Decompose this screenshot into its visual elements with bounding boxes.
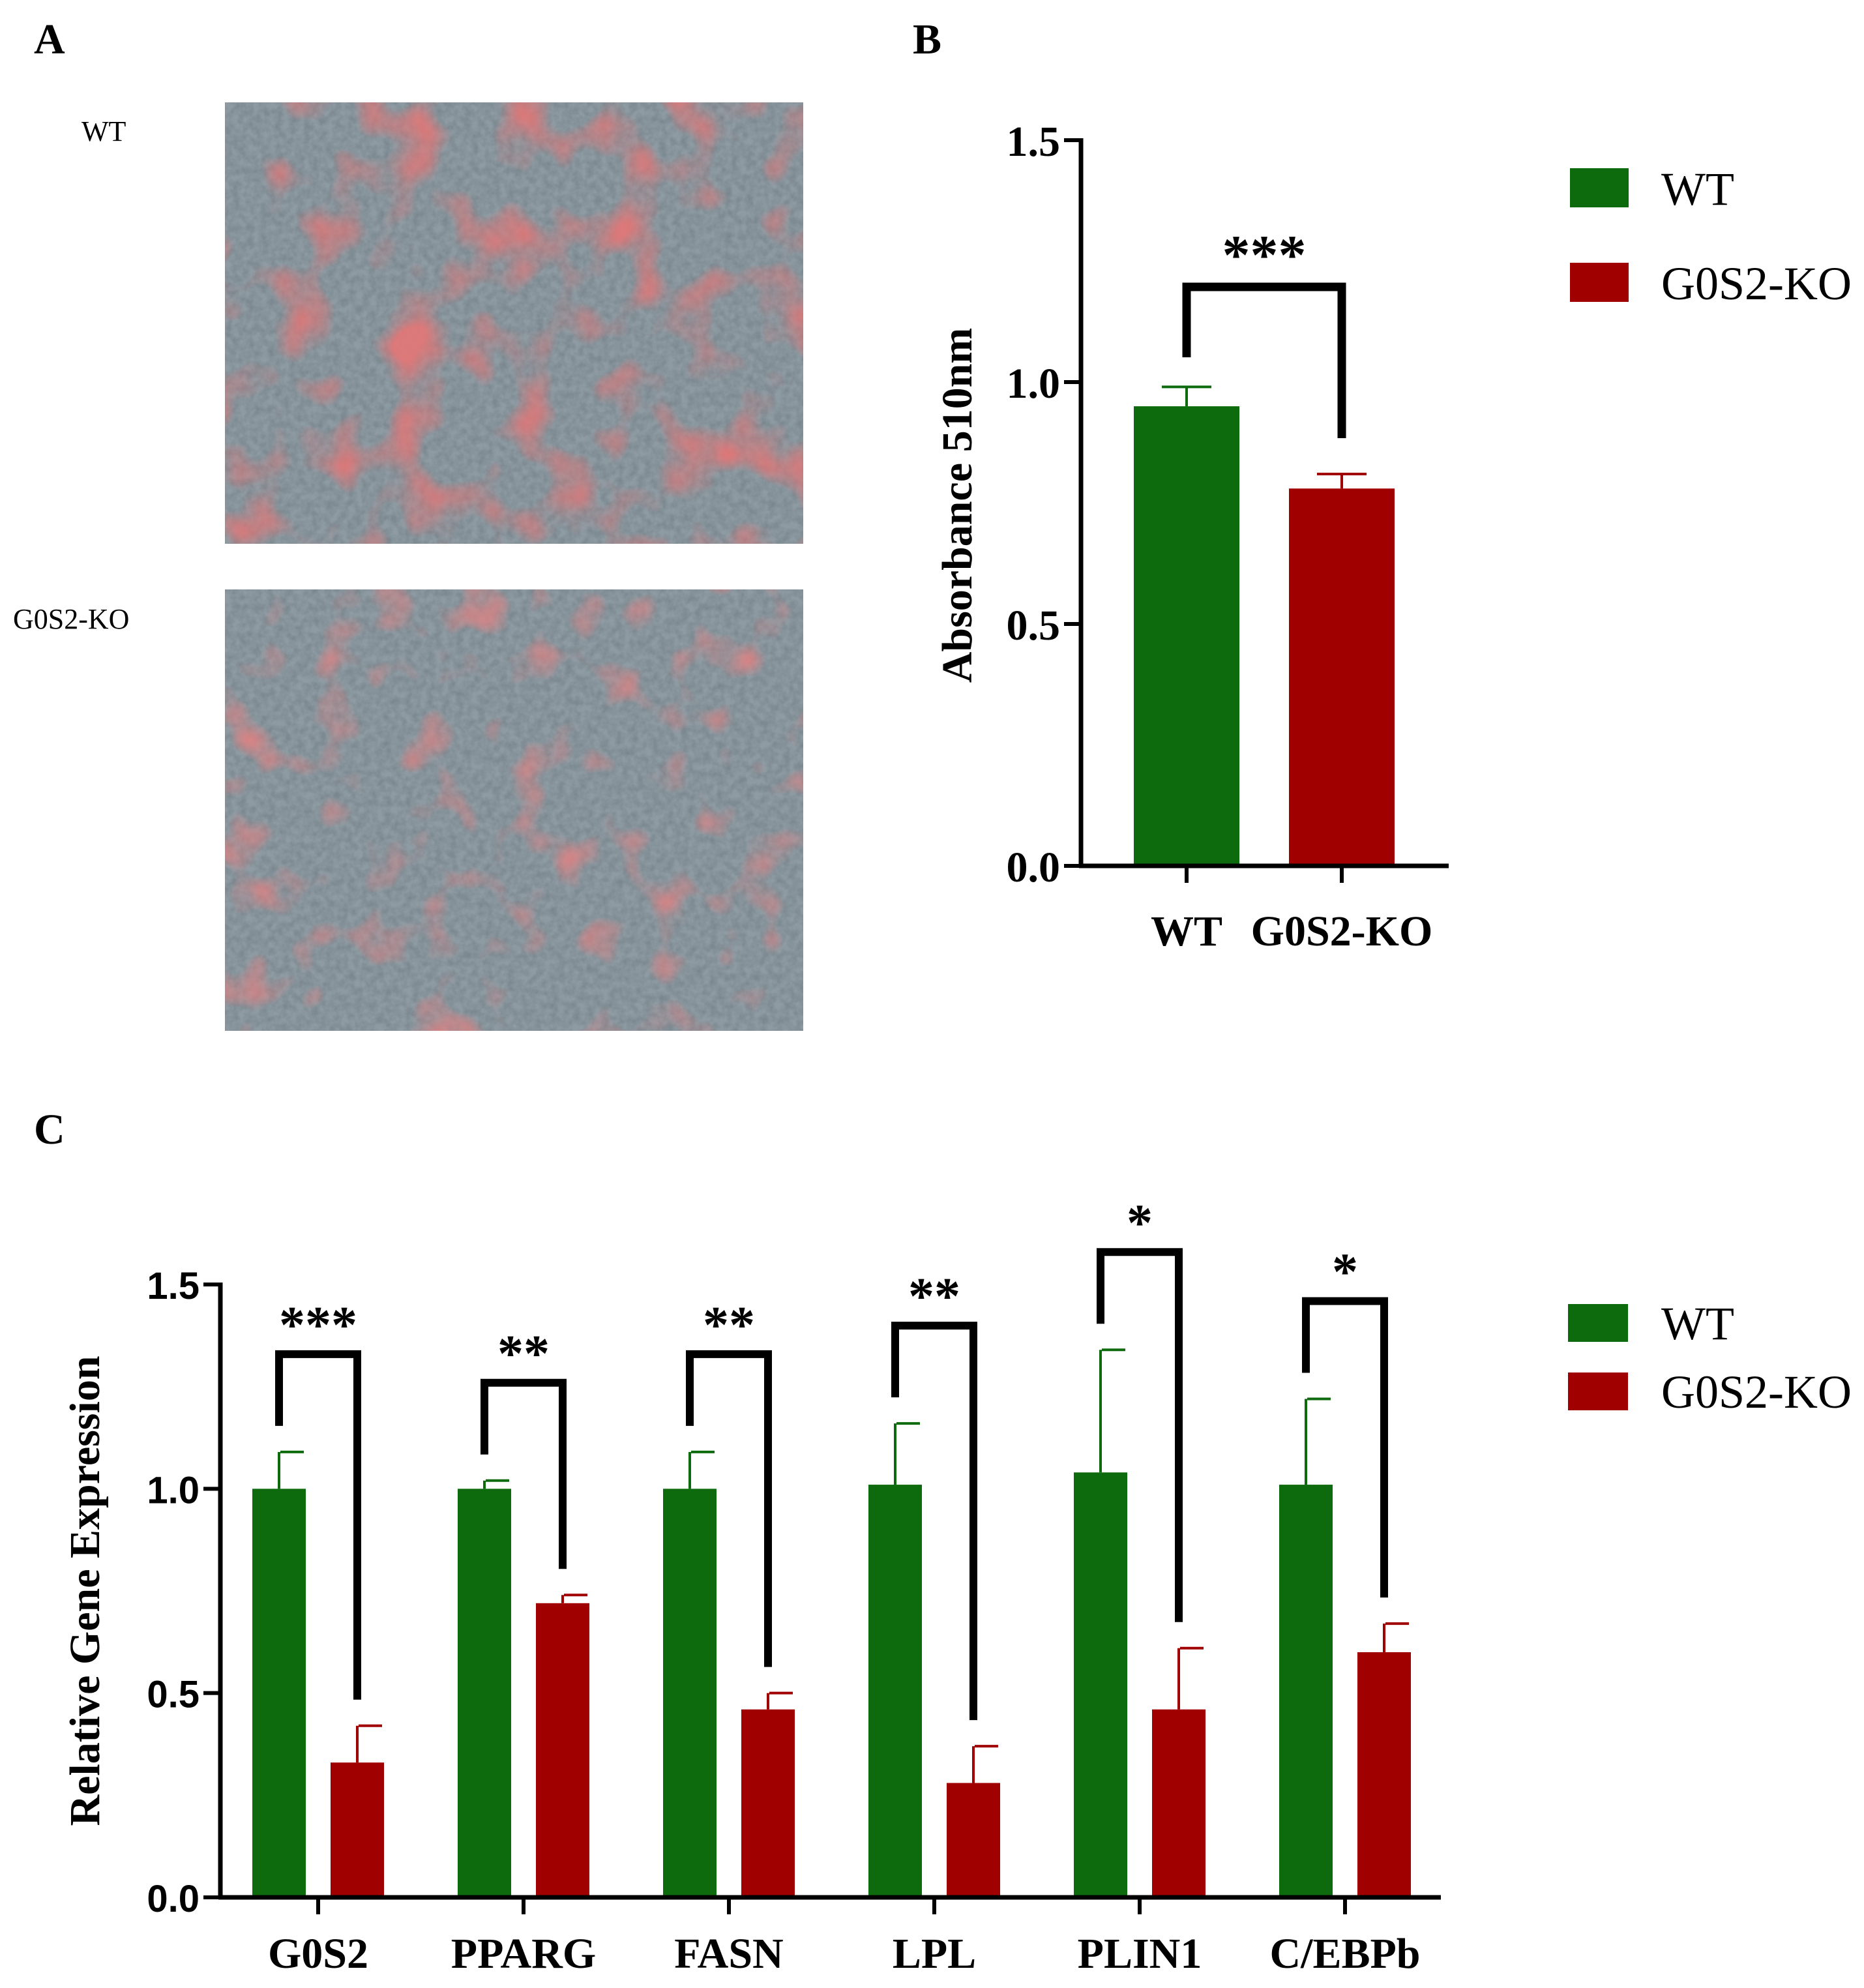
x-tick-label-c: G0S2 (268, 1930, 368, 1978)
significance-bracket-c (891, 1322, 977, 1721)
legend-label-c-wt: WT (1661, 1298, 1734, 1350)
bar-c-ko (741, 1709, 795, 1897)
bar-c-ko (536, 1603, 589, 1897)
significance-label-c: * (1332, 1243, 1358, 1301)
panel-letter-a: A (34, 16, 65, 63)
significance-bracket-c (686, 1350, 772, 1667)
y-tick-label-c: 0.0 (147, 1878, 200, 1920)
bar-b-wt (1134, 406, 1239, 866)
significance-label-c: * (1127, 1194, 1153, 1252)
y-axis-label-c: Relative Gene Expression (61, 1356, 109, 1826)
significance-bracket-c (481, 1378, 567, 1569)
legend-swatch-c-ko (1568, 1372, 1628, 1410)
y-tick-label-b: 1.0 (1007, 360, 1061, 408)
legend-swatch-b-ko (1570, 263, 1629, 302)
bar-c-ko (1357, 1652, 1411, 1897)
legend-label-b-ko: G0S2-KO (1661, 258, 1852, 310)
x-tick-label-b: G0S2-KO (1251, 908, 1433, 955)
y-axis-label-b: Absorbance 510nm (934, 328, 981, 683)
x-tick-label-c: FASN (674, 1930, 783, 1978)
bar-c-wt (663, 1489, 717, 1897)
significance-bracket-c (1097, 1248, 1183, 1622)
significance-bracket-c (1302, 1297, 1388, 1598)
bar-c-ko (947, 1783, 1000, 1897)
x-tick-label-c: PLIN1 (1078, 1930, 1202, 1978)
y-tick-label-c: 1.0 (147, 1469, 200, 1511)
bar-c-wt (458, 1489, 511, 1897)
legend-label-c-ko: G0S2-KO (1661, 1366, 1852, 1418)
micrograph-label-ko: G0S2-KO (13, 603, 130, 635)
significance-bracket-b (1182, 282, 1346, 438)
micrograph-wt-image (225, 102, 803, 544)
bar-b-ko (1289, 488, 1395, 866)
micrograph-label-wt: WT (81, 115, 126, 147)
significance-label-b: *** (1222, 224, 1307, 286)
y-tick-label-b: 0.5 (1007, 602, 1061, 649)
panel-letter-b: B (913, 16, 942, 63)
x-tick-label-c: PPARG (451, 1930, 596, 1978)
y-tick-label-b: 0.0 (1007, 844, 1061, 891)
bar-c-ko (1152, 1709, 1206, 1897)
significance-bracket-c (275, 1350, 361, 1700)
bar-c-ko (331, 1762, 384, 1897)
micrograph-ko-image (225, 589, 803, 1031)
y-tick-label-c: 1.5 (147, 1265, 200, 1307)
legend-swatch-c-wt (1568, 1304, 1628, 1342)
y-tick-label-c: 0.5 (147, 1674, 200, 1716)
bar-c-wt (868, 1485, 922, 1897)
panel-letter-c: C (34, 1106, 65, 1153)
bar-c-wt (1074, 1472, 1127, 1897)
x-tick-label-c: C/EBPb (1269, 1930, 1420, 1978)
significance-label-c: ** (497, 1326, 550, 1383)
y-tick-label-b: 1.5 (1007, 118, 1061, 166)
x-tick-label-c: LPL (893, 1930, 976, 1978)
significance-label-c: ** (908, 1268, 960, 1326)
significance-label-c: ** (703, 1297, 755, 1354)
bar-c-wt (1279, 1485, 1333, 1897)
legend-label-b-wt: WT (1661, 163, 1734, 215)
significance-label-c: *** (279, 1297, 357, 1354)
legend-swatch-b-wt (1570, 168, 1629, 207)
bar-c-wt (252, 1489, 306, 1897)
x-tick-label-b: WT (1151, 908, 1222, 955)
